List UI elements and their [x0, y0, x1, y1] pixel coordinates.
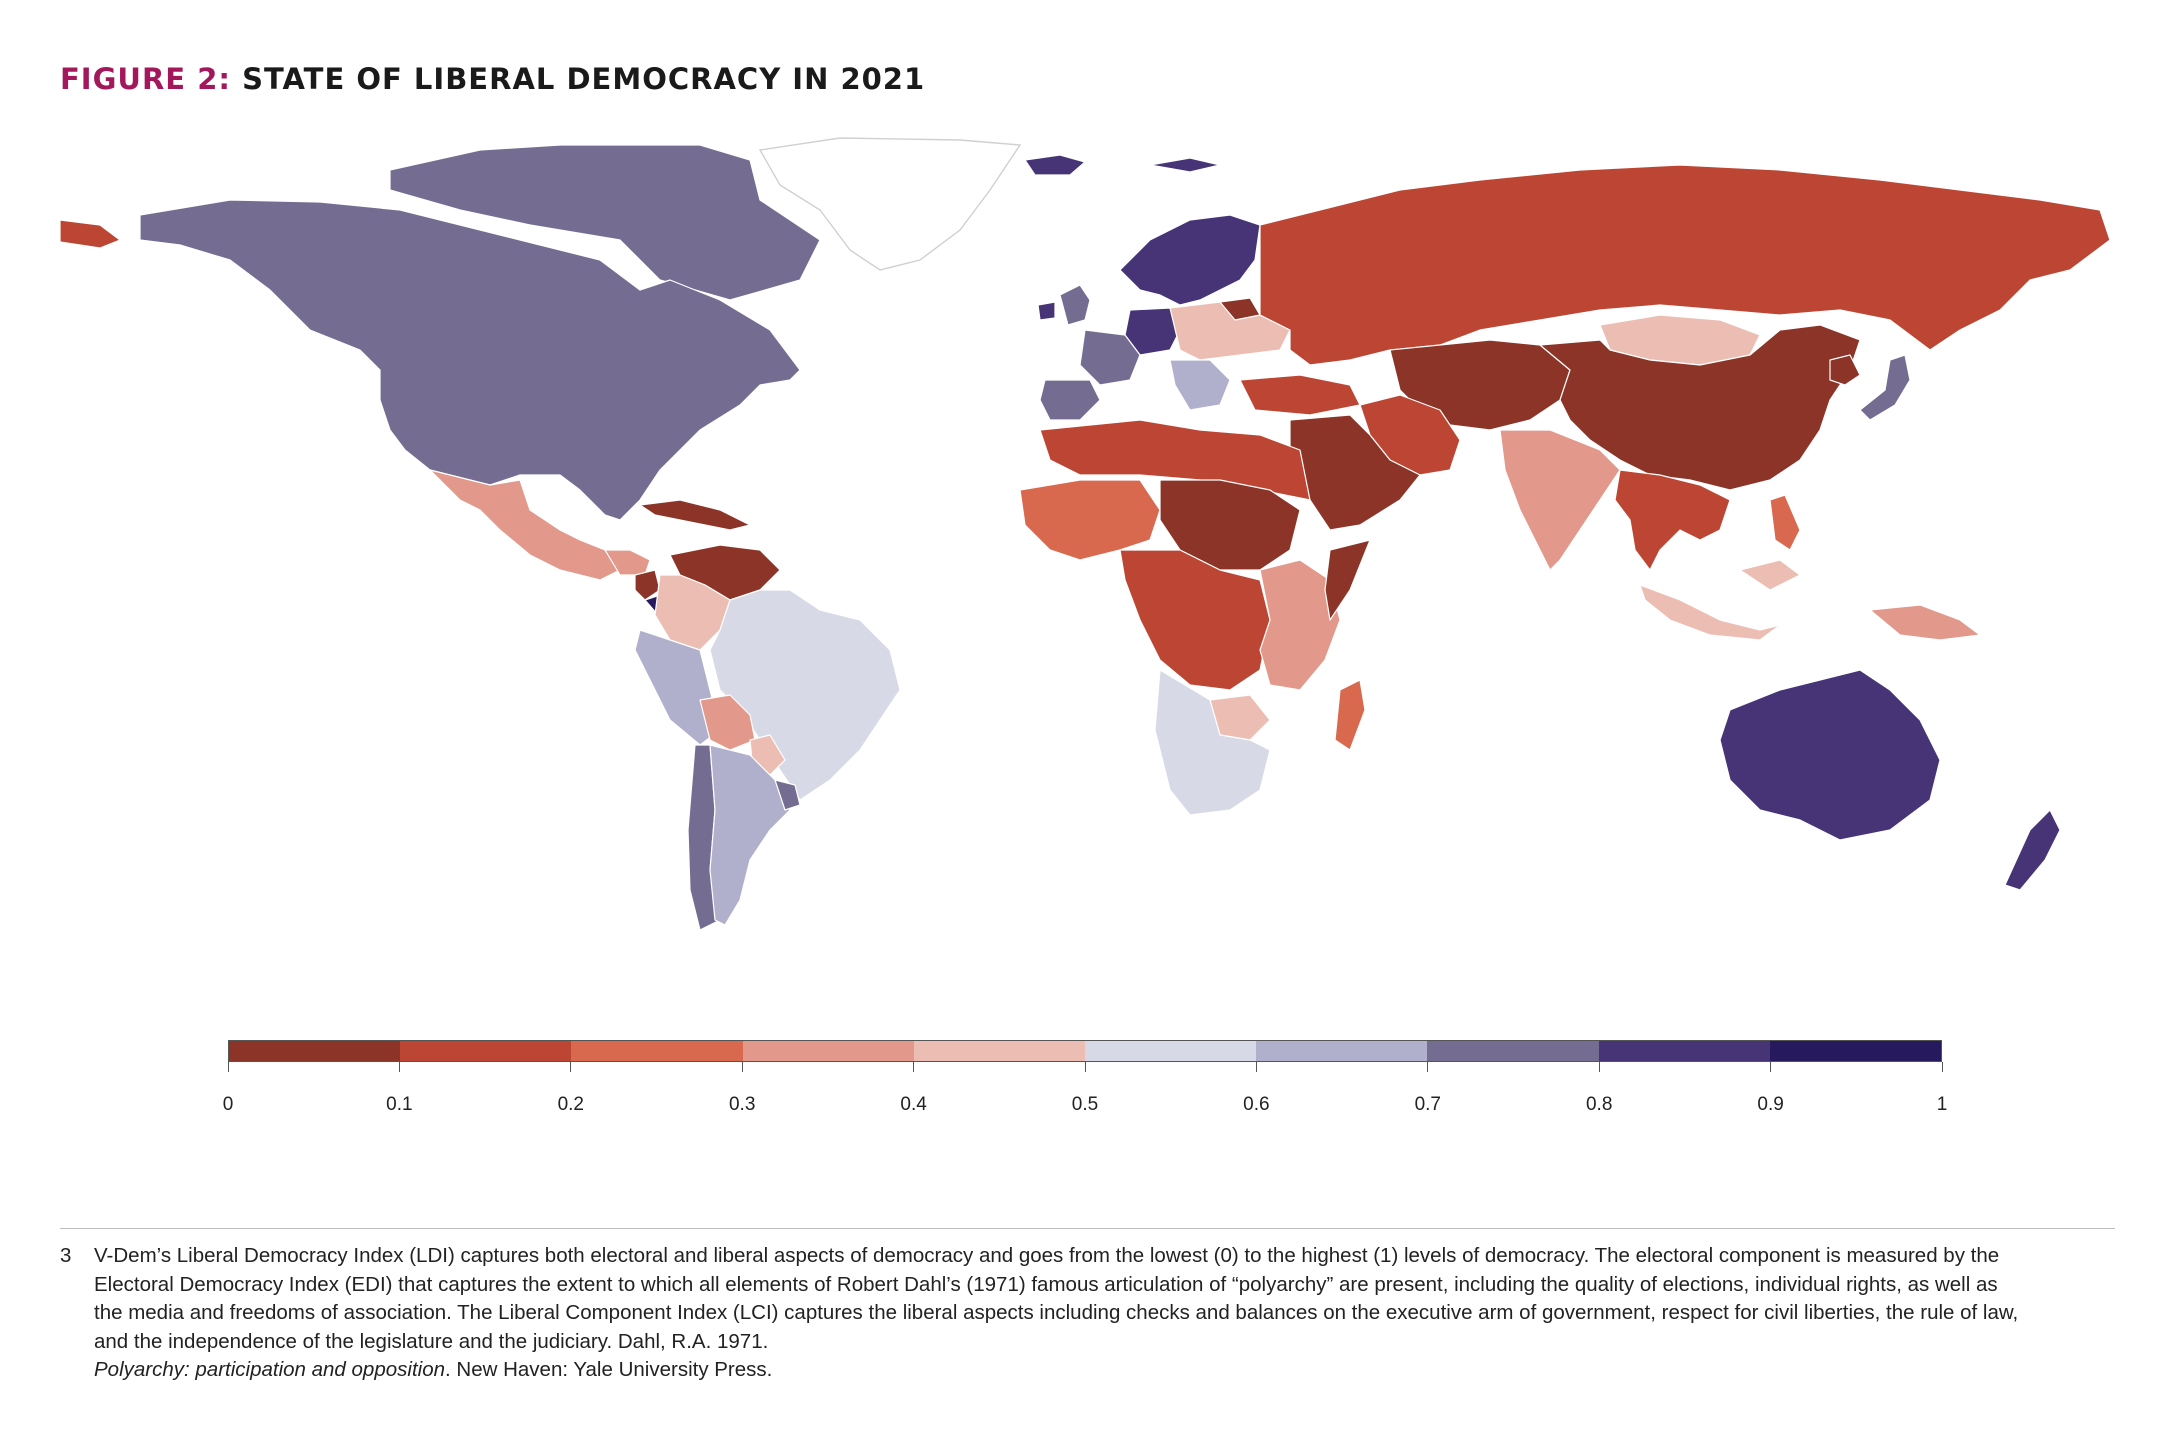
footnote-citation-title: Polyarchy: participation and opposition	[94, 1358, 445, 1381]
region-cuba	[639, 499, 751, 531]
region-east-africa	[1259, 559, 1341, 691]
region-argentina	[709, 744, 791, 926]
region-indonesia	[1639, 559, 1801, 641]
legend-tick	[741, 1062, 743, 1072]
region-west-africa	[1019, 479, 1161, 561]
region-china	[1539, 324, 1861, 491]
region-ireland	[1037, 301, 1056, 321]
legend-tick-label: 0.1	[386, 1094, 413, 1115]
region-southern-africa	[1154, 669, 1271, 816]
legend-swatch	[742, 1041, 914, 1061]
region-balkans	[1169, 359, 1231, 411]
footnote-number: 3	[60, 1244, 72, 1267]
region-uruguay	[774, 779, 801, 811]
region-madagascar	[1334, 679, 1366, 751]
legend-tick	[913, 1062, 915, 1072]
region-philippines	[1769, 494, 1801, 551]
legend-swatch	[1598, 1041, 1770, 1061]
legend-tick	[1770, 1062, 1772, 1072]
legend-tick	[1255, 1062, 1257, 1072]
region-iberia	[1039, 379, 1101, 421]
region-australia	[1719, 669, 1941, 841]
legend-tick	[398, 1062, 400, 1072]
legend-color-bar	[228, 1040, 1942, 1062]
region-iceland	[1024, 154, 1086, 176]
region-central-africa	[1119, 549, 1271, 691]
legend-tick	[570, 1062, 572, 1072]
legend-tick-label: 0.2	[557, 1094, 585, 1115]
legend-tick-label: 0.8	[1585, 1094, 1613, 1115]
legend-tick-label: 0	[222, 1094, 234, 1115]
region-india	[1499, 429, 1621, 571]
footnote-citation-rest: . New Haven: Yale University Press.	[445, 1358, 773, 1381]
region-greenland	[758, 137, 1022, 271]
legend-swatch	[571, 1041, 743, 1061]
region-north-africa	[1039, 419, 1311, 501]
legend-tick-label: 0.6	[1243, 1094, 1270, 1115]
legend-swatch	[1427, 1041, 1599, 1061]
region-western-europe	[1079, 329, 1141, 386]
region-turkey	[1239, 374, 1361, 416]
region-alaska-tip	[60, 219, 121, 249]
legend-swatch	[229, 1041, 401, 1061]
legend-tick-label: 1	[1936, 1094, 1948, 1115]
footnote: 3 V-Dem’s Liberal Democracy Index (LDI) …	[60, 1242, 2020, 1385]
legend-swatch	[1769, 1041, 1942, 1061]
region-korea-north	[1829, 354, 1861, 386]
legend-swatch	[400, 1041, 572, 1061]
region-north-america	[139, 199, 801, 521]
region-new-zealand	[2004, 809, 2061, 891]
legend-swatch	[1256, 1041, 1428, 1061]
legend-tick-label: 0.9	[1757, 1094, 1784, 1115]
region-uk	[1059, 284, 1091, 326]
legend-tick	[1084, 1062, 1086, 1072]
figure-title: FIGURE 2: STATE OF LIBERAL DEMOCRACY IN …	[60, 62, 925, 96]
figure-number-label: FIGURE 2:	[60, 62, 231, 96]
legend-tick-label: 0.3	[728, 1094, 756, 1115]
legend-swatch	[913, 1041, 1086, 1061]
world-map	[60, 130, 2120, 960]
footnote-text: V-Dem’s Liberal Democracy Index (LDI) ca…	[94, 1244, 2019, 1353]
color-scale-legend: 0 0.1 0.2 0.3 0.4 0.5 0.6 0.7 0.8 0.9 1	[223, 1040, 1947, 1115]
legend-tick-label: 0.4	[900, 1094, 927, 1115]
region-nicaragua	[634, 569, 661, 601]
region-brazil	[709, 589, 901, 801]
legend-tick	[1941, 1062, 1943, 1072]
region-sahel	[1159, 479, 1301, 571]
figure-title-text: STATE OF LIBERAL DEMOCRACY IN 2021	[242, 62, 926, 96]
region-somalia	[1324, 539, 1371, 621]
region-canadian-arctic	[389, 144, 821, 301]
legend-swatch	[1085, 1041, 1257, 1061]
world-map-svg	[60, 137, 2111, 931]
footnote-divider	[60, 1228, 2115, 1229]
region-central-america	[604, 549, 651, 576]
region-southeast-asia	[1614, 469, 1731, 571]
legend-tick-label: 0.7	[1414, 1094, 1442, 1115]
region-scandinavia	[1119, 214, 1261, 306]
region-papua	[1869, 604, 1981, 641]
region-svalbard	[1149, 157, 1221, 173]
region-japan	[1859, 354, 1911, 421]
legend-tick	[227, 1062, 229, 1072]
legend-tick-label: 0.5	[1071, 1094, 1099, 1115]
region-russia	[1259, 164, 2111, 366]
legend-tick	[1427, 1062, 1429, 1072]
legend-tick	[1598, 1062, 1600, 1072]
